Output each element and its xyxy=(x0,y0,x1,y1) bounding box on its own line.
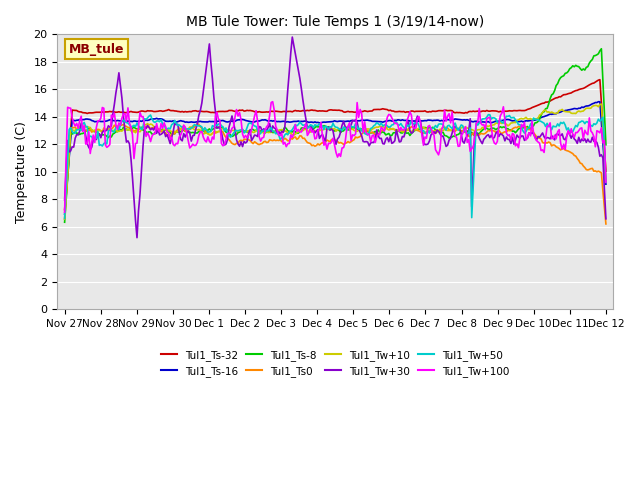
Tul1_Ts-8 xyxy=(298,125,305,131)
Y-axis label: Temperature (C): Temperature (C) xyxy=(15,121,28,223)
Tul1_Tw+10 xyxy=(249,130,257,135)
Line: Tul1_Tw+10: Tul1_Tw+10 xyxy=(65,104,606,219)
Legend: Tul1_Ts-32, Tul1_Ts-16, Tul1_Ts-8, Tul1_Ts0, Tul1_Tw+10, Tul1_Tw+30, Tul1_Tw+50,: Tul1_Ts-32, Tul1_Ts-16, Tul1_Ts-8, Tul1_… xyxy=(157,346,514,381)
Tul1_Tw+30 xyxy=(575,134,582,140)
Tul1_Ts0 xyxy=(223,136,231,142)
Tul1_Ts-8 xyxy=(240,128,248,134)
Line: Tul1_Ts-8: Tul1_Ts-8 xyxy=(65,49,606,222)
Line: Tul1_Tw+100: Tul1_Tw+100 xyxy=(65,102,606,212)
Tul1_Ts-32 xyxy=(298,108,305,114)
Tul1_Ts-8 xyxy=(127,125,135,131)
Tul1_Ts0 xyxy=(573,156,581,161)
Tul1_Tw+30 xyxy=(602,216,610,222)
Line: Tul1_Ts-32: Tul1_Ts-32 xyxy=(65,80,606,210)
Tul1_Tw+100 xyxy=(602,180,610,185)
Tul1_Ts-32 xyxy=(61,207,68,213)
Tul1_Ts-32 xyxy=(222,108,230,114)
Tul1_Ts-16 xyxy=(602,181,610,187)
Tul1_Tw+50 xyxy=(222,125,230,131)
Tul1_Tw+30 xyxy=(289,34,296,40)
Tul1_Ts0 xyxy=(242,136,250,142)
Tul1_Tw+10 xyxy=(127,128,135,133)
Tul1_Tw+100 xyxy=(61,209,68,215)
Tul1_Tw+100 xyxy=(573,130,581,135)
Tul1_Ts-8 xyxy=(598,46,605,52)
Tul1_Tw+10 xyxy=(572,111,580,117)
Tul1_Tw+10 xyxy=(598,101,605,107)
Tul1_Tw+30 xyxy=(251,132,259,138)
Tul1_Ts0 xyxy=(602,221,610,227)
Tul1_Ts-8 xyxy=(602,142,610,148)
Tul1_Tw+100 xyxy=(240,135,248,141)
Tul1_Ts-32 xyxy=(572,88,580,94)
Tul1_Tw+10 xyxy=(61,216,68,222)
Tul1_Ts-32 xyxy=(602,168,610,174)
Tul1_Tw+100 xyxy=(222,137,230,143)
Tul1_Tw+50 xyxy=(484,112,492,118)
Tul1_Ts-16 xyxy=(240,117,248,123)
Tul1_Tw+10 xyxy=(298,128,305,134)
Tul1_Tw+50 xyxy=(298,121,305,127)
Tul1_Tw+50 xyxy=(240,130,248,136)
Tul1_Tw+100 xyxy=(127,124,135,130)
Tul1_Tw+30 xyxy=(242,140,250,146)
Tul1_Ts-16 xyxy=(249,119,257,125)
Tul1_Ts-32 xyxy=(240,108,248,114)
Tul1_Ts-32 xyxy=(249,108,257,114)
Tul1_Tw+50 xyxy=(602,180,610,185)
Tul1_Tw+100 xyxy=(269,99,276,105)
Tul1_Tw+50 xyxy=(61,216,68,221)
Tul1_Tw+10 xyxy=(602,179,610,184)
Tul1_Ts-32 xyxy=(127,108,135,114)
Tul1_Tw+30 xyxy=(223,137,231,143)
Tul1_Ts-16 xyxy=(61,211,68,217)
Tul1_Ts-32 xyxy=(596,77,604,83)
Tul1_Ts-16 xyxy=(298,119,305,124)
Tul1_Tw+30 xyxy=(301,107,308,113)
Tul1_Tw+10 xyxy=(222,127,230,133)
Tul1_Ts-8 xyxy=(572,62,580,68)
Tul1_Ts-8 xyxy=(222,129,230,135)
Line: Tul1_Tw+30: Tul1_Tw+30 xyxy=(65,37,606,238)
Tul1_Tw+50 xyxy=(127,124,135,130)
Tul1_Ts-16 xyxy=(127,119,135,124)
Line: Tul1_Tw+50: Tul1_Tw+50 xyxy=(65,115,606,218)
Tul1_Ts0 xyxy=(193,121,201,127)
Tul1_Tw+50 xyxy=(249,122,257,128)
Tul1_Tw+50 xyxy=(573,124,581,130)
Tul1_Tw+100 xyxy=(299,125,307,131)
Tul1_Ts0 xyxy=(61,216,68,222)
Tul1_Ts0 xyxy=(127,126,135,132)
Line: Tul1_Ts-16: Tul1_Ts-16 xyxy=(65,102,606,214)
Tul1_Ts-16 xyxy=(572,106,580,111)
Tul1_Tw+30 xyxy=(133,235,141,240)
Tul1_Ts-8 xyxy=(249,127,257,132)
Tul1_Ts0 xyxy=(299,135,307,141)
Tul1_Tw+10 xyxy=(240,129,248,134)
Tul1_Ts-16 xyxy=(222,119,230,125)
Tul1_Ts0 xyxy=(251,139,259,144)
Text: MB_tule: MB_tule xyxy=(68,43,124,56)
Tul1_Ts-8 xyxy=(61,219,68,225)
Tul1_Ts-16 xyxy=(595,99,602,105)
Tul1_Tw+30 xyxy=(127,156,135,161)
Title: MB Tule Tower: Tule Temps 1 (3/19/14-now): MB Tule Tower: Tule Temps 1 (3/19/14-now… xyxy=(186,15,484,29)
Tul1_Tw+100 xyxy=(249,120,257,126)
Line: Tul1_Ts0: Tul1_Ts0 xyxy=(65,124,606,224)
Tul1_Tw+30 xyxy=(61,197,68,203)
